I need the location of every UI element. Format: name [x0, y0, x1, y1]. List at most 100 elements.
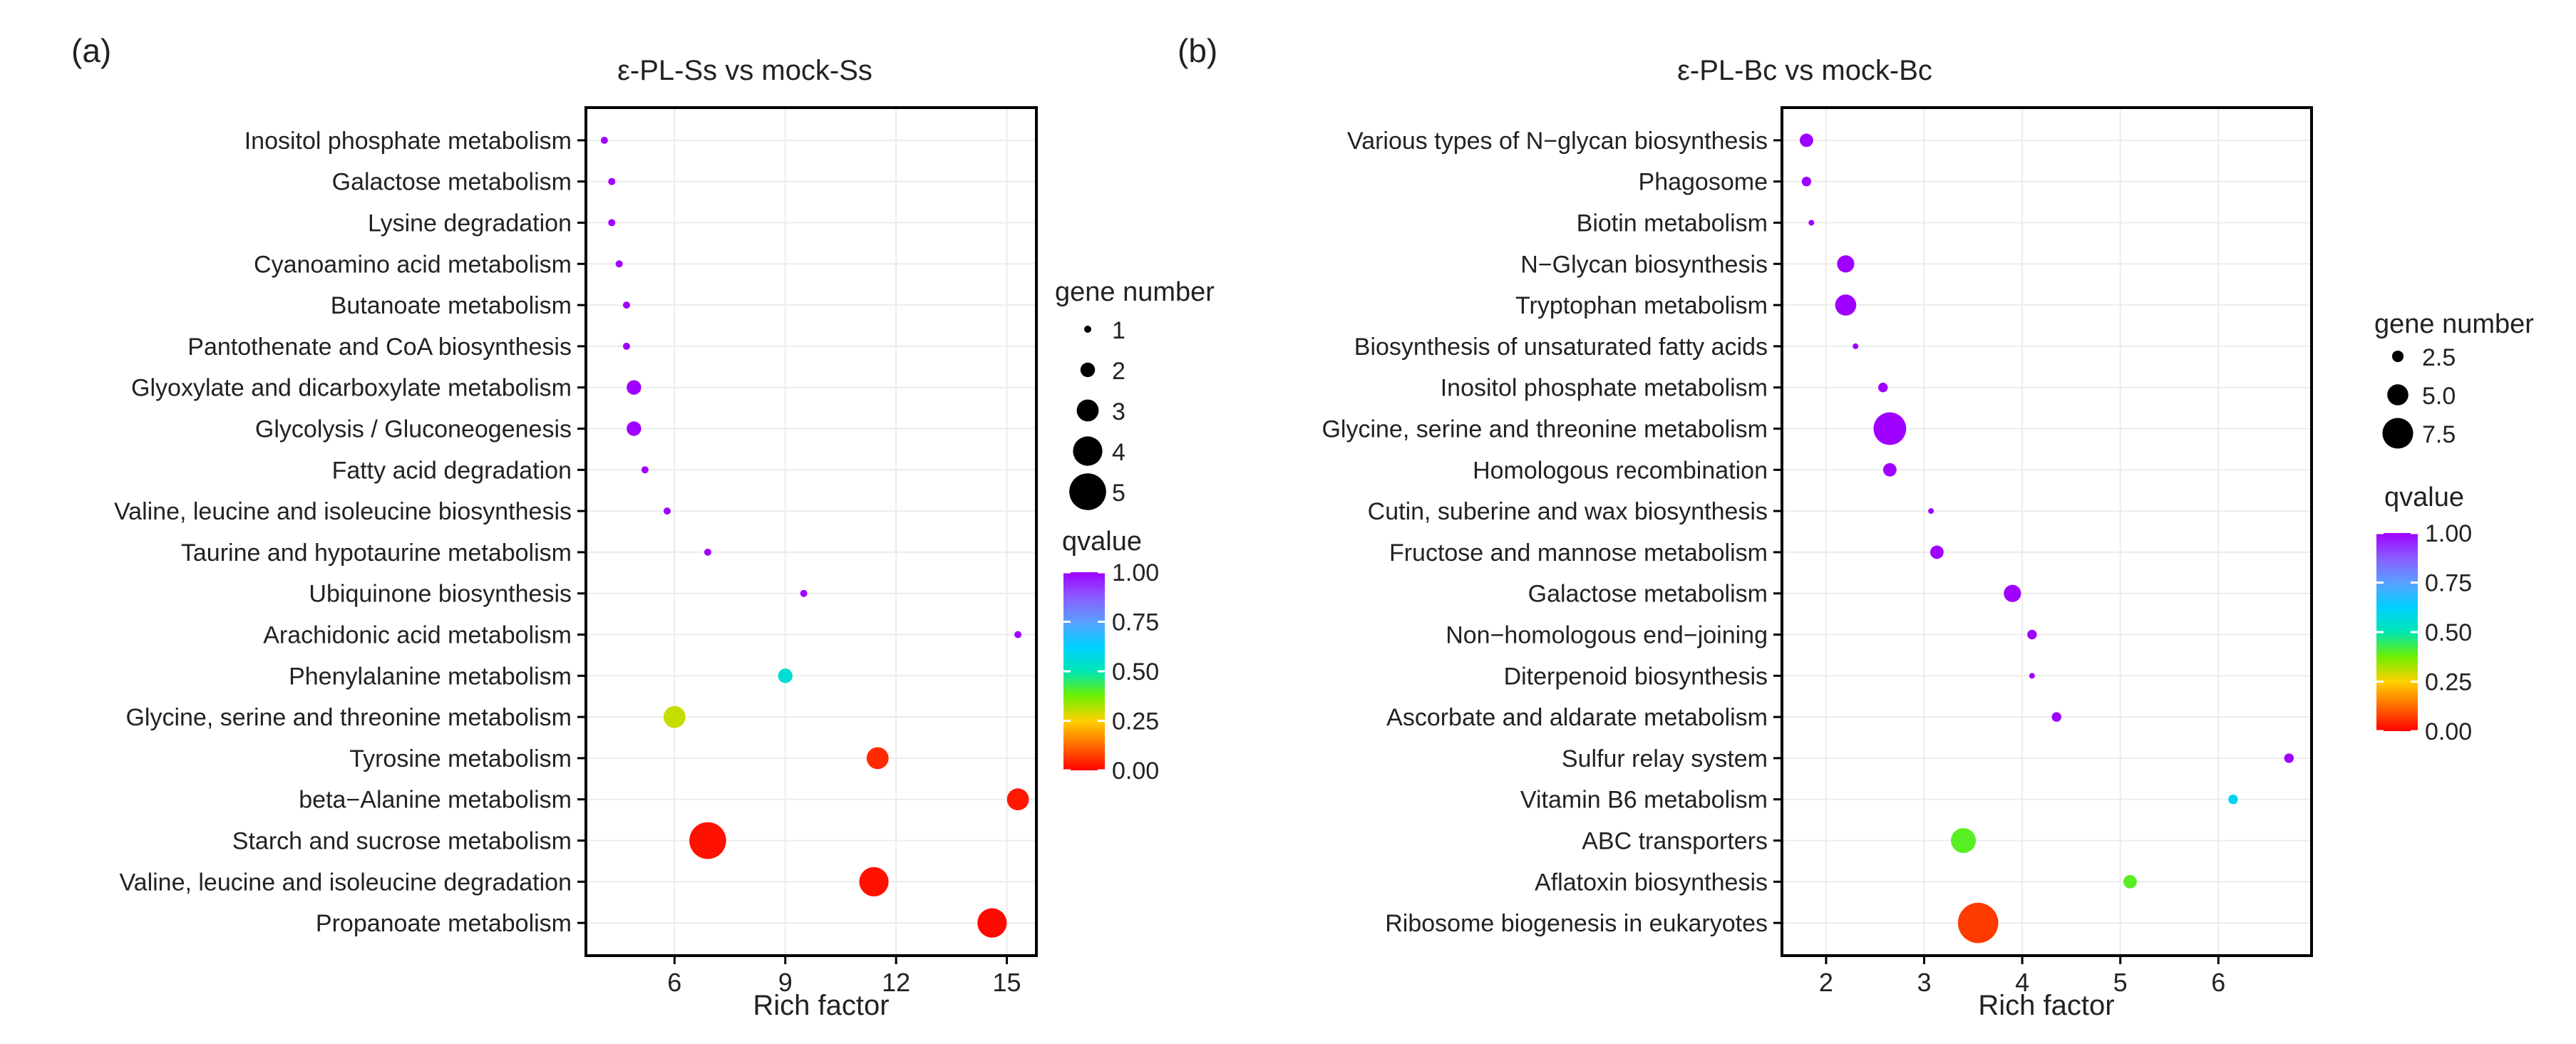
x-tick-label: 4 — [2015, 968, 2029, 997]
panel-b-title: ε-PL-Bc vs mock-Bc — [1677, 55, 1932, 86]
panel-a-color-legend-title: qvalue — [1062, 527, 1142, 557]
data-point — [2027, 629, 2037, 640]
y-tick-label: Lysine degradation — [368, 210, 572, 237]
data-point — [1878, 383, 1888, 393]
x-tick-label: 6 — [667, 968, 681, 997]
size-legend-dot — [1084, 326, 1091, 333]
data-point — [1014, 631, 1022, 639]
y-tick-label: Fatty acid degradation — [332, 457, 572, 484]
y-tick-label: Non−homologous end−joining — [1446, 622, 1768, 649]
panel-b-points — [1799, 133, 2294, 944]
size-legend-label: 5.0 — [2422, 383, 2456, 410]
data-point — [977, 908, 1007, 938]
data-point — [622, 342, 630, 350]
colorbar-tick-label: 0.75 — [2425, 570, 2472, 597]
y-tick-label: Glycine, serine and threonine metabolism — [1322, 416, 1768, 443]
y-tick-label: Biosynthesis of unsaturated fatty acids — [1354, 334, 1768, 361]
panel-a-grid — [586, 108, 1036, 956]
size-legend-dot — [1069, 473, 1106, 510]
size-legend-label: 2.5 — [2422, 344, 2456, 371]
data-point — [1951, 828, 1977, 853]
y-tick-label: Phagosome — [1639, 169, 1768, 196]
panel-a-size-legend: 1 2 3 4 5 — [1069, 317, 1125, 510]
data-point — [1853, 343, 1859, 349]
y-tick-label: Ubiquinone biosynthesis — [309, 581, 572, 608]
y-tick-label: Ascorbate and aldarate metabolism — [1386, 704, 1768, 731]
y-tick-label: Phenylalanine metabolism — [289, 663, 572, 690]
data-point — [1799, 133, 1813, 148]
size-legend-dot — [1073, 436, 1103, 466]
x-tick-label: 2 — [1819, 968, 1833, 997]
panel-a-y-labels: Inositol phosphate metabolism Galactose m… — [114, 128, 586, 937]
y-tick-label: Starch and sucrose metabolism — [232, 828, 572, 855]
panel-a-points — [600, 136, 1029, 938]
size-legend-dot — [2382, 418, 2413, 449]
data-point — [1882, 462, 1897, 477]
y-tick-label: Tryptophan metabolism — [1515, 292, 1768, 319]
size-legend-label: 5 — [1112, 480, 1125, 507]
size-legend-label: 1 — [1112, 317, 1125, 344]
data-point — [1837, 255, 1855, 273]
y-tick-label: Fructose and mannose metabolism — [1389, 539, 1768, 567]
data-point — [627, 380, 642, 395]
size-legend-label: 2 — [1112, 358, 1125, 385]
panel-a-colorbar-ticks: 1.00 0.75 0.50 0.25 0.00 — [1063, 559, 1159, 785]
y-tick-label: Inositol phosphate metabolism — [244, 128, 572, 155]
colorbar-tick-label: 0.25 — [1112, 708, 1159, 735]
y-tick-label: ABC transporters — [1582, 828, 1768, 855]
data-point — [2123, 874, 2137, 889]
panel-b: (b) ε-PL-Bc vs mock-Bc Various types of … — [1178, 32, 2534, 1021]
panel-b-label: (b) — [1178, 32, 1217, 69]
size-legend-label: 4 — [1112, 439, 1125, 466]
data-point — [1808, 219, 1815, 226]
size-legend-dot — [1076, 399, 1099, 422]
colorbar-tick-label: 1.00 — [1112, 559, 1159, 586]
data-point — [622, 301, 630, 309]
y-tick-label: Sulfur relay system — [1562, 745, 1768, 772]
colorbar-tick-label: 1.00 — [2425, 520, 2472, 547]
colorbar-tick-label: 0.50 — [2425, 619, 2472, 646]
data-point — [1801, 177, 1812, 187]
y-tick-label: Cyanoamino acid metabolism — [254, 251, 572, 278]
data-point — [641, 466, 649, 474]
y-tick-label: Galactose metabolism — [1528, 581, 1768, 608]
x-tick-label: 5 — [2113, 968, 2128, 997]
panel-a-label: (a) — [71, 32, 111, 69]
size-legend-label: 3 — [1112, 398, 1125, 425]
data-point — [2029, 673, 2035, 679]
data-point — [627, 421, 642, 436]
data-point — [1835, 294, 1857, 316]
size-legend-label: 7.5 — [2422, 421, 2456, 448]
data-point — [2051, 712, 2061, 722]
y-tick-label: Biotin metabolism — [1577, 210, 1768, 237]
data-point — [778, 668, 793, 683]
data-point — [2004, 584, 2021, 602]
y-tick-label: Galactose metabolism — [332, 169, 572, 196]
size-legend-dot — [1080, 362, 1096, 378]
y-tick-label: Glyoxylate and dicarboxylate metabolism — [131, 375, 572, 402]
y-tick-label: Aflatoxin biosynthesis — [1535, 869, 1768, 896]
colorbar-tick-label: 0.75 — [1112, 609, 1159, 636]
y-tick-label: Arachidonic acid metabolism — [263, 622, 572, 649]
panel-b-grid — [1782, 108, 2312, 956]
panel-b-y-labels: Various types of N−glycan biosynthesis Ph… — [1322, 128, 1782, 937]
data-point — [689, 822, 726, 859]
x-tick-label: 12 — [882, 968, 910, 997]
panel-a-size-legend-title: gene number — [1055, 277, 1215, 307]
y-tick-label: Propanoate metabolism — [316, 910, 572, 937]
panel-a-xlabel: Rich factor — [753, 990, 889, 1021]
colorbar-tick-label: 0.50 — [1112, 658, 1159, 686]
colorbar-tick-label: 0.00 — [1112, 758, 1159, 785]
y-tick-label: beta−Alanine metabolism — [299, 787, 572, 814]
data-point — [608, 177, 616, 185]
colorbar-tick-label: 0.00 — [2425, 718, 2472, 745]
y-tick-label: Various types of N−glycan biosynthesis — [1347, 128, 1768, 155]
data-point — [600, 136, 608, 144]
data-point — [2228, 795, 2238, 805]
panel-a-title: ε-PL-Ss vs mock-Ss — [617, 55, 872, 86]
panel-a: (a) ε-PL-Ss vs mock-Ss Inositol phosphat… — [71, 32, 1215, 1021]
panel-a-frame — [584, 106, 1038, 957]
data-point — [2284, 753, 2294, 763]
size-legend-dot — [2387, 384, 2408, 405]
